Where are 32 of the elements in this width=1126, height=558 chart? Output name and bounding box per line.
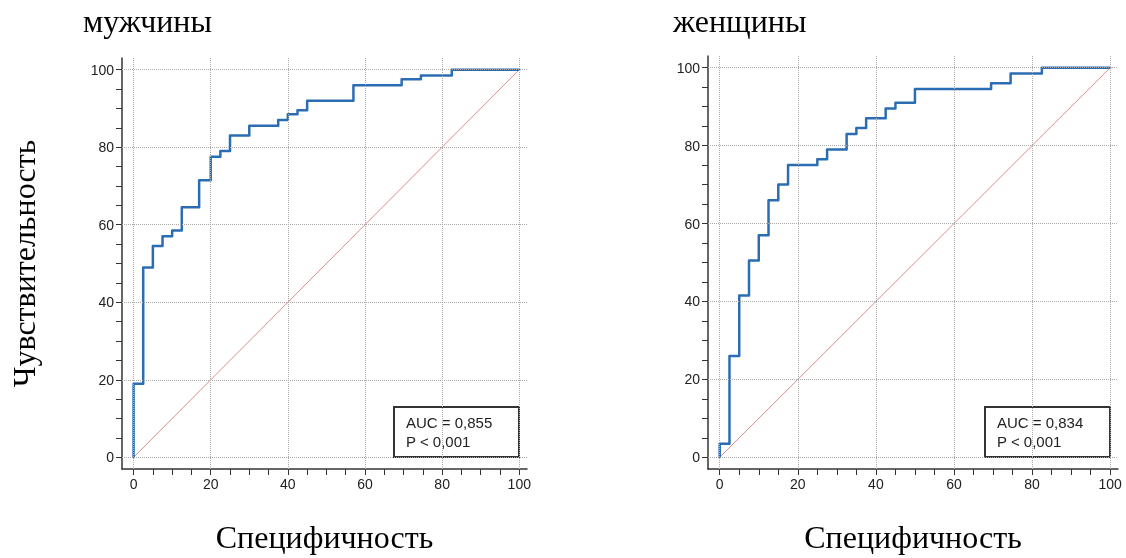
y-tick-label: 0 <box>106 449 115 466</box>
y-tick-label: 80 <box>98 139 115 156</box>
y-tick-label: 40 <box>98 294 115 311</box>
y-tick-label: 100 <box>90 61 115 78</box>
annotation: P < 0,001 <box>406 433 471 450</box>
x-axis-title: Специфичность <box>804 519 1022 555</box>
y-tick-label: 20 <box>98 371 115 388</box>
chart-title: женщины <box>672 3 807 39</box>
x-tick-label: 100 <box>507 476 532 492</box>
x-tick-label: 0 <box>129 476 138 492</box>
annotation: P < 0,001 <box>997 433 1062 450</box>
x-tick-label: 40 <box>868 476 884 492</box>
y-tick-label: 80 <box>684 137 701 154</box>
y-tick-label: 40 <box>684 293 701 310</box>
x-tick-label: 80 <box>434 476 451 492</box>
y-axis-title: Чувствительность <box>6 139 42 388</box>
y-tick-label: 60 <box>684 215 701 232</box>
x-tick-label: 80 <box>1024 476 1041 492</box>
x-tick-label: 20 <box>790 476 806 492</box>
x-tick-label: 100 <box>1098 476 1123 492</box>
y-tick-label: 100 <box>676 59 701 76</box>
y-tick-label: 60 <box>98 216 115 233</box>
x-tick-label: 60 <box>357 476 373 492</box>
x-tick-label: 0 <box>715 476 724 492</box>
chart-title: мужчины <box>83 3 212 39</box>
y-tick-label: 20 <box>684 371 701 388</box>
x-tick-label: 60 <box>946 476 962 492</box>
x-tick-label: 40 <box>280 476 296 492</box>
x-axis-title: Специфичность <box>215 519 434 555</box>
x-tick-label: 20 <box>202 476 219 492</box>
y-tick-label: 0 <box>692 449 701 466</box>
annotation: AUC = 0,834 <box>997 414 1084 431</box>
